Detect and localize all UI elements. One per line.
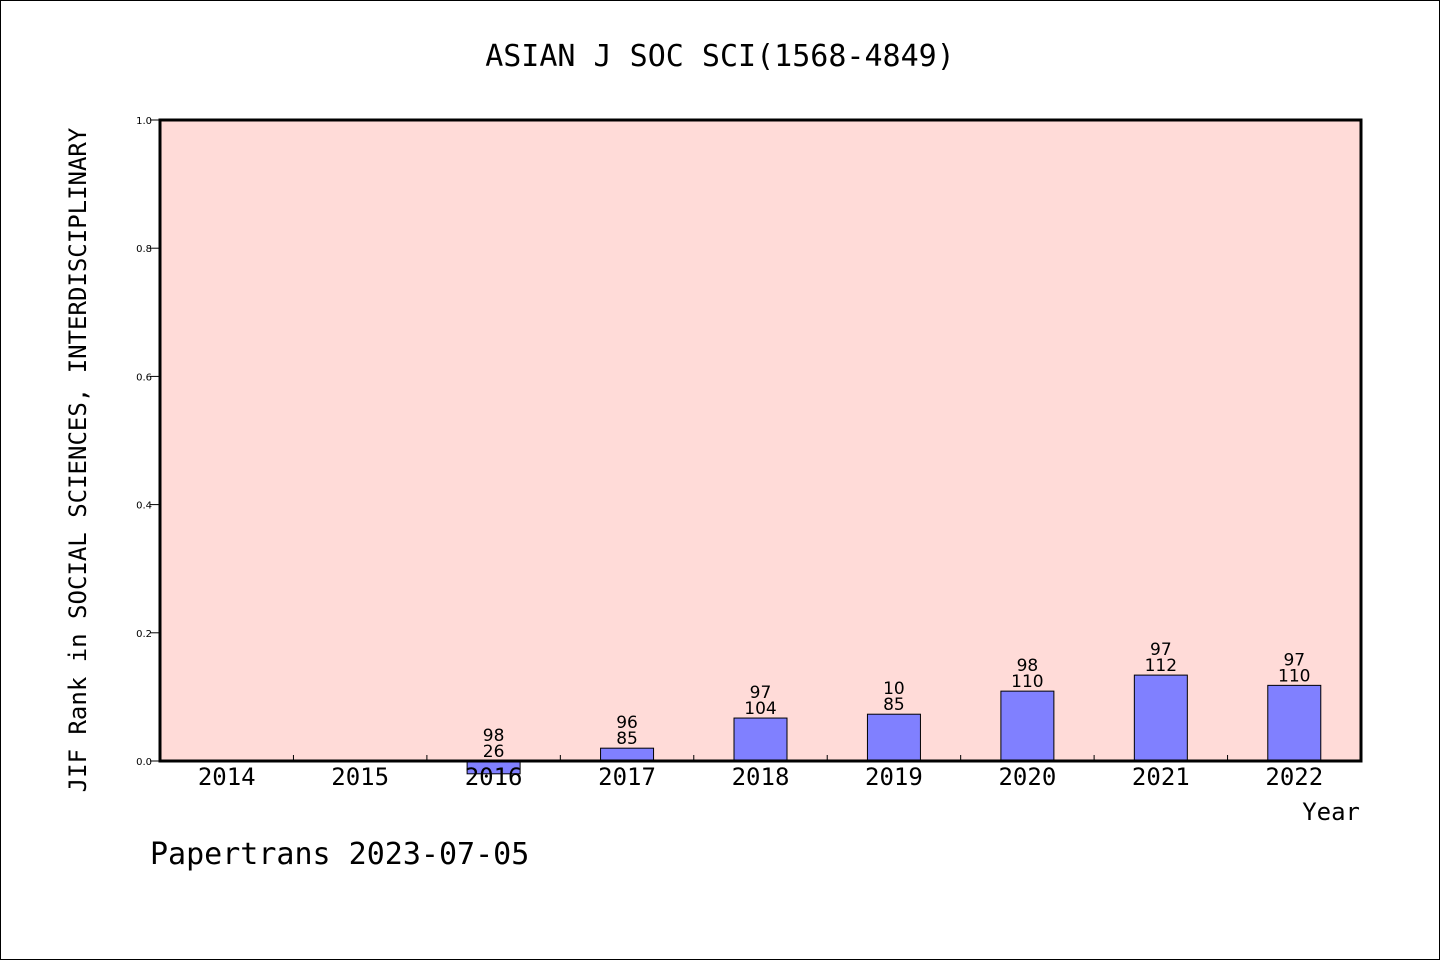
x-tick-label: 2016 [465, 763, 523, 791]
bar-2022 [1267, 684, 1322, 762]
x-tick-label: 2021 [1132, 763, 1190, 791]
y-axis-label: JIF Rank in SOCIAL SCIENCES, INTERDISCIP… [64, 127, 92, 792]
bar-2017 [600, 747, 655, 762]
bar-label-bottom: 110 [1011, 672, 1043, 692]
x-tick-label: 2017 [598, 763, 656, 791]
y-tick-label: 1.0 [136, 116, 152, 127]
plot-area [160, 120, 1361, 761]
bar-label-top: 97 [1150, 640, 1172, 660]
bar-label-bottom: 85 [616, 729, 638, 749]
plot-border [158, 118, 1363, 763]
bar-label-top: 10 [883, 679, 905, 699]
x-axis-label: Year [1302, 798, 1360, 826]
y-tick-label: 0.2 [136, 629, 152, 640]
x-tick-label: 2020 [998, 763, 1056, 791]
bar-2019 [866, 713, 921, 762]
x-tick-label: 2022 [1265, 763, 1323, 791]
bar-label-top: 96 [616, 713, 638, 733]
bar-label-bottom: 85 [883, 695, 905, 715]
y-tick-label: 0.8 [136, 244, 152, 255]
y-tick-label: 0.6 [136, 372, 152, 383]
bar-2020 [1000, 690, 1055, 762]
bar-label-bottom: 104 [744, 699, 776, 719]
bar-label-top: 98 [1017, 656, 1039, 676]
x-tick-label: 2014 [198, 763, 256, 791]
chart-title: ASIAN J SOC SCI(1568-4849) [485, 39, 955, 74]
bar-label-top: 97 [750, 683, 772, 703]
y-tick-label: 0.4 [136, 501, 152, 512]
bar-label-bottom: 110 [1278, 666, 1310, 686]
y-axis-ticks: 0.0 0.2 0.4 0.6 0.8 1.0 [136, 116, 160, 768]
bar-label-top: 97 [1283, 650, 1305, 670]
bar-2021 [1133, 674, 1188, 762]
x-tick-label: 2015 [331, 763, 389, 791]
x-tick-label: 2019 [865, 763, 923, 791]
bar-label-bottom: 26 [483, 742, 505, 762]
bar-label-bottom: 112 [1145, 656, 1177, 676]
bars-group [466, 674, 1322, 775]
bar-2018 [733, 717, 788, 762]
y-tick-label: 0.0 [136, 757, 152, 768]
x-axis-ticks: 2014 2015 2016 2017 2018 2019 2020 2021 2022 [198, 755, 1323, 791]
footer-credit: Papertrans 2023-07-05 [150, 837, 529, 872]
bar-label-top: 98 [483, 726, 505, 746]
x-tick-label: 2018 [732, 763, 790, 791]
